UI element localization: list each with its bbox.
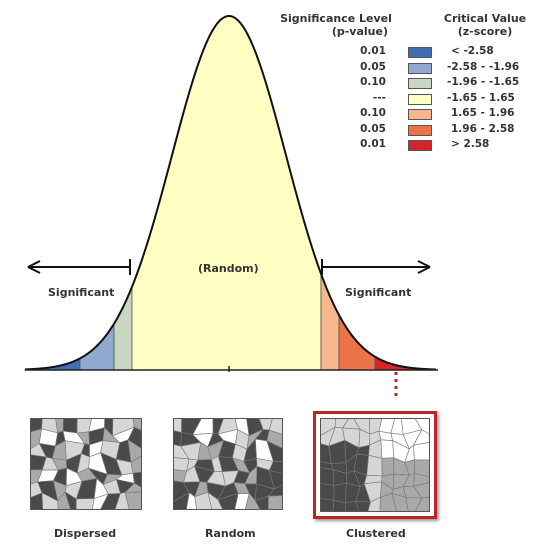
clustered-map-image <box>320 418 430 512</box>
left-arrow-icon <box>27 259 131 275</box>
map-polygon <box>405 497 423 512</box>
normal-distribution-curve <box>24 14 438 400</box>
map-polygon <box>267 495 284 511</box>
map-dispersed <box>29 417 143 511</box>
map-polygon <box>413 429 430 446</box>
legend-z-score: -1.65 - 1.65 <box>447 91 515 104</box>
map-polygon <box>413 441 430 461</box>
map-polygon <box>320 483 335 501</box>
right-significant-label: Significant <box>345 286 412 299</box>
legend-swatch <box>408 62 432 74</box>
legend-z-score: -2.58 - -1.96 <box>447 60 520 73</box>
curve-region <box>320 273 340 371</box>
legend-p-value: --- <box>372 91 386 104</box>
dispersed-map-image <box>29 417 143 511</box>
map-polygon <box>381 457 395 477</box>
significance-header-line2: (p-value) <box>331 25 388 38</box>
map-polygon <box>320 498 335 512</box>
map-polygon <box>391 492 409 512</box>
map-polygon <box>344 500 360 512</box>
map-polygon <box>355 500 371 512</box>
legend-swatch <box>408 78 432 89</box>
map-border <box>320 418 430 512</box>
map-polygon <box>413 481 430 499</box>
significance-header-line1: Significance Level <box>280 12 392 25</box>
legend-p-value: 0.05 <box>360 60 386 73</box>
legend-p-value: 0.10 <box>360 76 386 88</box>
map-polygon <box>367 497 381 512</box>
legend-z-score: 1.96 - 2.58 <box>451 122 515 135</box>
map-polygon <box>172 457 190 472</box>
legend-swatch <box>408 140 432 151</box>
legend-z-score: -1.96 - -1.65 <box>447 76 520 88</box>
legend-p-value: 0.05 <box>360 122 386 135</box>
map-random <box>172 417 284 511</box>
legend-swatch <box>408 109 432 120</box>
map-polygon <box>333 482 347 504</box>
map-polygon <box>75 498 95 511</box>
map-polygon <box>366 454 383 477</box>
dispersed-label: Dispersed <box>54 527 117 540</box>
map-polygon <box>320 467 335 486</box>
critical-header-line1: Critical Value <box>443 12 527 25</box>
significance-header: Significance Level (p-value) <box>280 12 392 38</box>
legend-z-score: > 2.58 <box>451 138 490 150</box>
legend-z-score: < -2.58 <box>451 45 494 57</box>
map-polygon <box>379 492 398 512</box>
legend-swatch <box>408 93 432 105</box>
legend-swatch <box>408 47 432 58</box>
map-polygon <box>332 500 346 512</box>
critical-header: Critical Value (z-score) <box>440 12 530 38</box>
legend-p-value: 0.01 <box>360 138 386 150</box>
random-map-label: Random <box>205 527 256 540</box>
legend-p-value: 0.01 <box>360 45 386 57</box>
legend-swatch <box>408 124 432 136</box>
map-clustered-frame <box>313 411 437 519</box>
right-arrow-icon <box>321 259 431 275</box>
map-polygon <box>380 439 395 459</box>
left-significant-label: Significant <box>48 286 115 299</box>
map-border <box>30 418 142 510</box>
legend-p-value: 0.10 <box>360 107 386 119</box>
clustered-label: Clustered <box>346 527 406 540</box>
map-border <box>173 418 283 510</box>
map-polygon <box>414 497 430 512</box>
map-polygon <box>414 459 430 478</box>
random-map-image <box>172 417 284 511</box>
map-polygon <box>62 417 78 434</box>
critical-header-line2: (z-score) <box>457 25 513 38</box>
map-polygon <box>172 417 182 433</box>
map-polygon <box>172 430 182 447</box>
curve-region <box>113 286 133 371</box>
legend-z-score: 1.65 - 1.96 <box>451 107 515 119</box>
random-label: (Random) <box>198 262 259 275</box>
map-polygon <box>414 418 430 435</box>
curve-outline <box>24 14 437 371</box>
curve-region <box>131 15 322 371</box>
